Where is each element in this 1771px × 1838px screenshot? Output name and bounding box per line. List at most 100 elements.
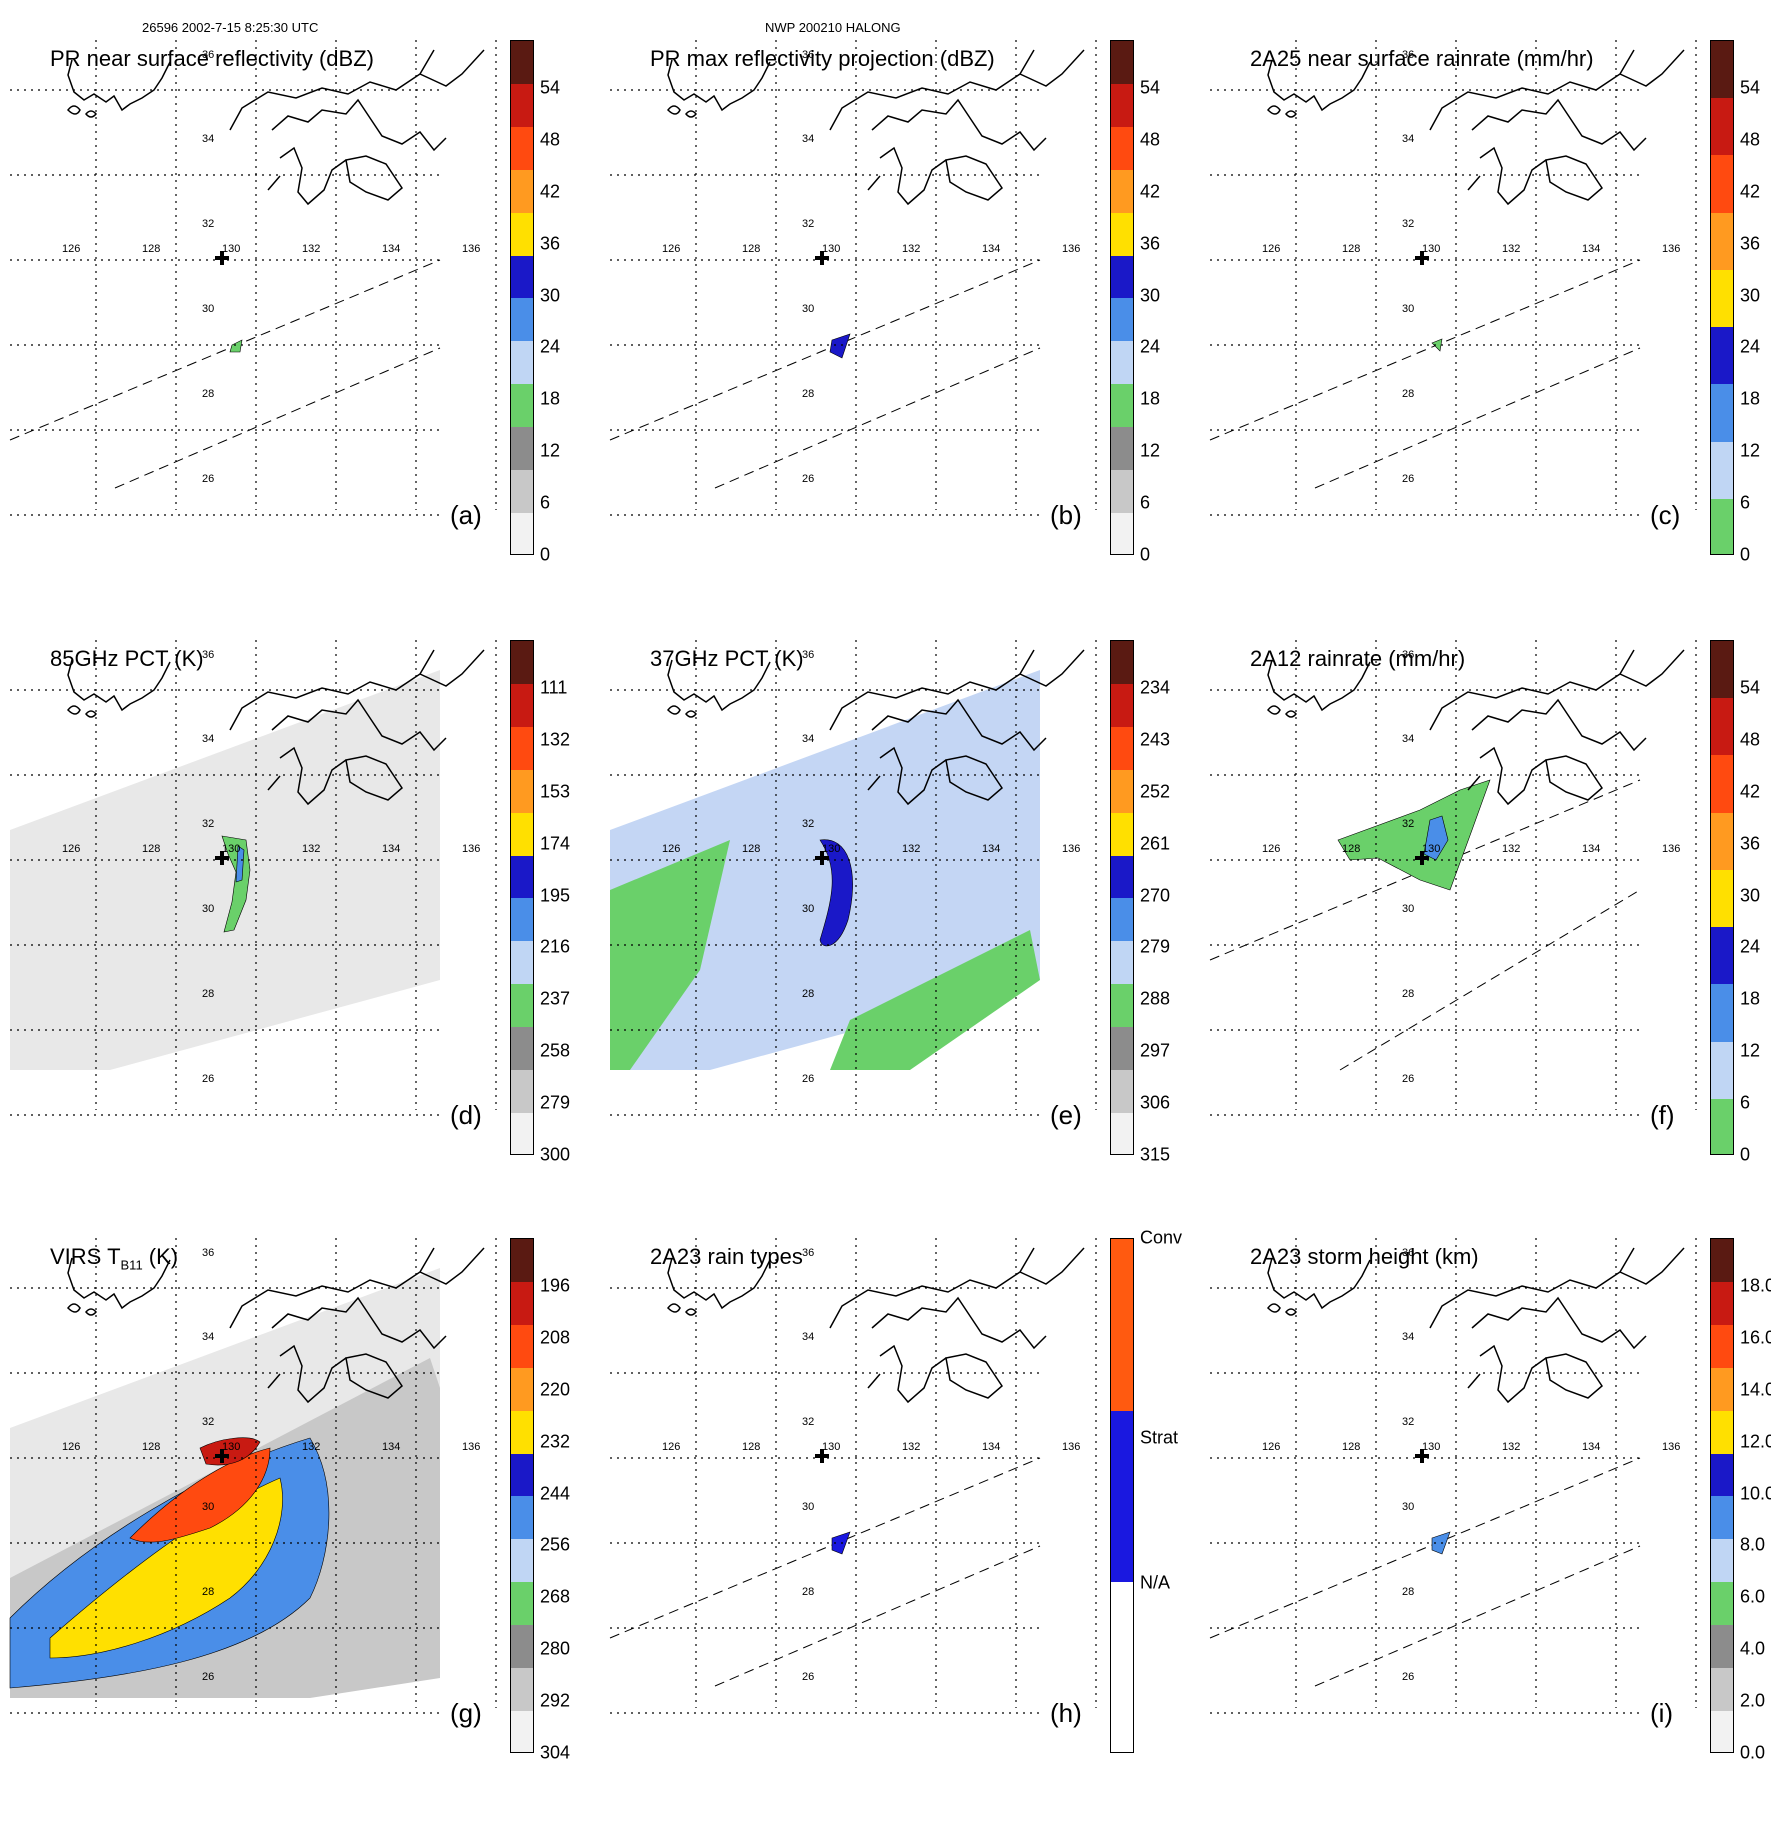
coastline-shikoku	[345, 155, 403, 201]
latitude-label: 34	[202, 1331, 214, 1343]
coastline-fragment	[1467, 175, 1481, 191]
coastline-fragment	[267, 775, 281, 791]
panel-f: 126 128 130 132 134 136 36 34 32 30 28 26 2A12 rainr…	[1209, 640, 1771, 1240]
colorbar-segment	[1711, 98, 1733, 156]
map-b: 126 128 130 132 134 136 36 34 32 30 28 26	[609, 40, 1097, 516]
colorbar-tick-label: 24	[1740, 936, 1761, 957]
colorbar-segment	[511, 1027, 533, 1071]
colorbar-segment	[1711, 498, 1733, 554]
coastline-shikoku	[945, 155, 1003, 201]
colorbar-segment	[511, 1410, 533, 1454]
colorbar-segment	[511, 1070, 533, 1113]
colorbar	[1710, 40, 1734, 555]
coastline-honshu	[829, 1247, 1085, 1329]
coastline-fragment	[867, 775, 881, 791]
colorbar-tick-label: 12	[1740, 440, 1761, 461]
coastline-honshu	[229, 49, 485, 131]
coastline-shikoku	[945, 1353, 1003, 1399]
colorbar-segment	[511, 683, 533, 727]
colorbar-segment	[1711, 869, 1733, 928]
warm-region	[610, 840, 730, 1070]
coastline-kyushu	[1479, 146, 1547, 206]
colorbar-tick-label: 36	[1740, 833, 1761, 854]
swath-edge-south	[114, 347, 441, 489]
coastline-inland-sea	[871, 98, 1047, 152]
colorbar-segment	[511, 941, 533, 985]
latitude-label: 30	[202, 1501, 214, 1513]
longitude-label: 130	[822, 843, 840, 855]
coastline-fragment	[267, 175, 281, 191]
latitude-label: 26	[202, 1073, 214, 1085]
colorbar-tick-label: 0	[1140, 544, 1151, 565]
panel-label: (d)	[450, 1100, 482, 1130]
latitude-label: 28	[802, 388, 814, 400]
longitude-label: 128	[742, 843, 760, 855]
colorbar-segment	[1711, 1410, 1733, 1454]
colorbar-tick-label: 16.0	[1740, 1327, 1771, 1348]
coastline-honshu	[829, 649, 1085, 731]
panel-label: (e)	[1050, 1100, 1082, 1130]
longitude-label: 128	[742, 1441, 760, 1453]
latitude-label: 32	[202, 1416, 214, 1428]
colorbar-tick-label: 18	[1740, 388, 1761, 409]
coastline-kyushu	[879, 746, 947, 806]
panel-g: 126 128 130 132 134 136 36 34 32 30 28 26 VIRS TB11 …	[9, 1238, 610, 1838]
colorbar-tick-label: 6	[540, 492, 551, 513]
colorbar-tick-label: 0	[540, 544, 551, 565]
colorbar-tick-label: 54	[1740, 677, 1761, 698]
longitude-label: 134	[982, 243, 1000, 255]
colorbar-segment	[1711, 1281, 1733, 1325]
colorbar-tick-label: 244	[540, 1483, 571, 1504]
rain-echo	[1431, 338, 1443, 352]
coastline-fragment	[267, 1373, 281, 1389]
colorbar-segment	[511, 1496, 533, 1540]
convective-core	[235, 845, 245, 883]
longitude-label: 126	[62, 843, 80, 855]
longitude-label: 128	[142, 843, 160, 855]
coastline-islands	[1267, 105, 1297, 118]
latitude-label: 30	[202, 303, 214, 315]
colorbar-segment	[1711, 1098, 1733, 1154]
colorbar-tick-label: 42	[1740, 181, 1761, 202]
longitude-label: 130	[222, 243, 240, 255]
latitude-label: 30	[802, 1501, 814, 1513]
colorbar-segment	[511, 1239, 533, 1282]
coastline-inland-sea	[871, 698, 1047, 752]
colorbar-tick-label: 48	[540, 129, 561, 150]
coastline-kyushu	[279, 746, 347, 806]
typhoon-center-marker	[1415, 251, 1429, 265]
typhoon-center-marker	[1415, 851, 1429, 865]
coastline-fragment	[867, 1373, 881, 1389]
longitude-label: 136	[1662, 243, 1680, 255]
coastline-kyushu	[1479, 1344, 1547, 1404]
panel-title: 2A25 near surface rainrate (mm/hr)	[1250, 46, 1594, 71]
colorbar-tick-label: 258	[540, 1040, 571, 1061]
colorbar-segment	[511, 984, 533, 1028]
colorbar-segment	[1111, 726, 1133, 770]
colorbar-tick-label: 12	[1740, 1040, 1761, 1061]
colorbar-segment	[511, 384, 533, 428]
longitude-label: 126	[662, 843, 680, 855]
latitude-label: 32	[202, 818, 214, 830]
longitude-label: 130	[1422, 1441, 1440, 1453]
latitude-label: 26	[202, 473, 214, 485]
longitude-label: 132	[902, 843, 920, 855]
longitude-label: 126	[1262, 843, 1280, 855]
coastline-honshu	[229, 649, 485, 731]
longitude-label: 130	[822, 243, 840, 255]
colorbar-tick-label: 42	[1740, 781, 1761, 802]
coastline-honshu	[1429, 649, 1685, 731]
coastline-honshu	[229, 1247, 485, 1329]
swath-edge-north	[609, 259, 1041, 441]
swath-edge-north	[609, 1457, 1041, 1639]
colorbar-tick-label: 24	[1740, 336, 1761, 357]
colorbar-segment	[1111, 1239, 1133, 1411]
colorbar-segment	[1111, 384, 1133, 428]
swath-edge-south	[1339, 889, 1641, 1071]
latitude-label: 34	[1402, 733, 1414, 745]
longitude-label: 132	[902, 1441, 920, 1453]
coastline-islands	[67, 1303, 97, 1316]
coastline-shikoku	[1545, 1353, 1603, 1399]
map-h: 126 128 130 132 134 136 36 34 32 30 28 26	[609, 1238, 1097, 1714]
colorbar-tick-label: 261	[1140, 833, 1171, 854]
